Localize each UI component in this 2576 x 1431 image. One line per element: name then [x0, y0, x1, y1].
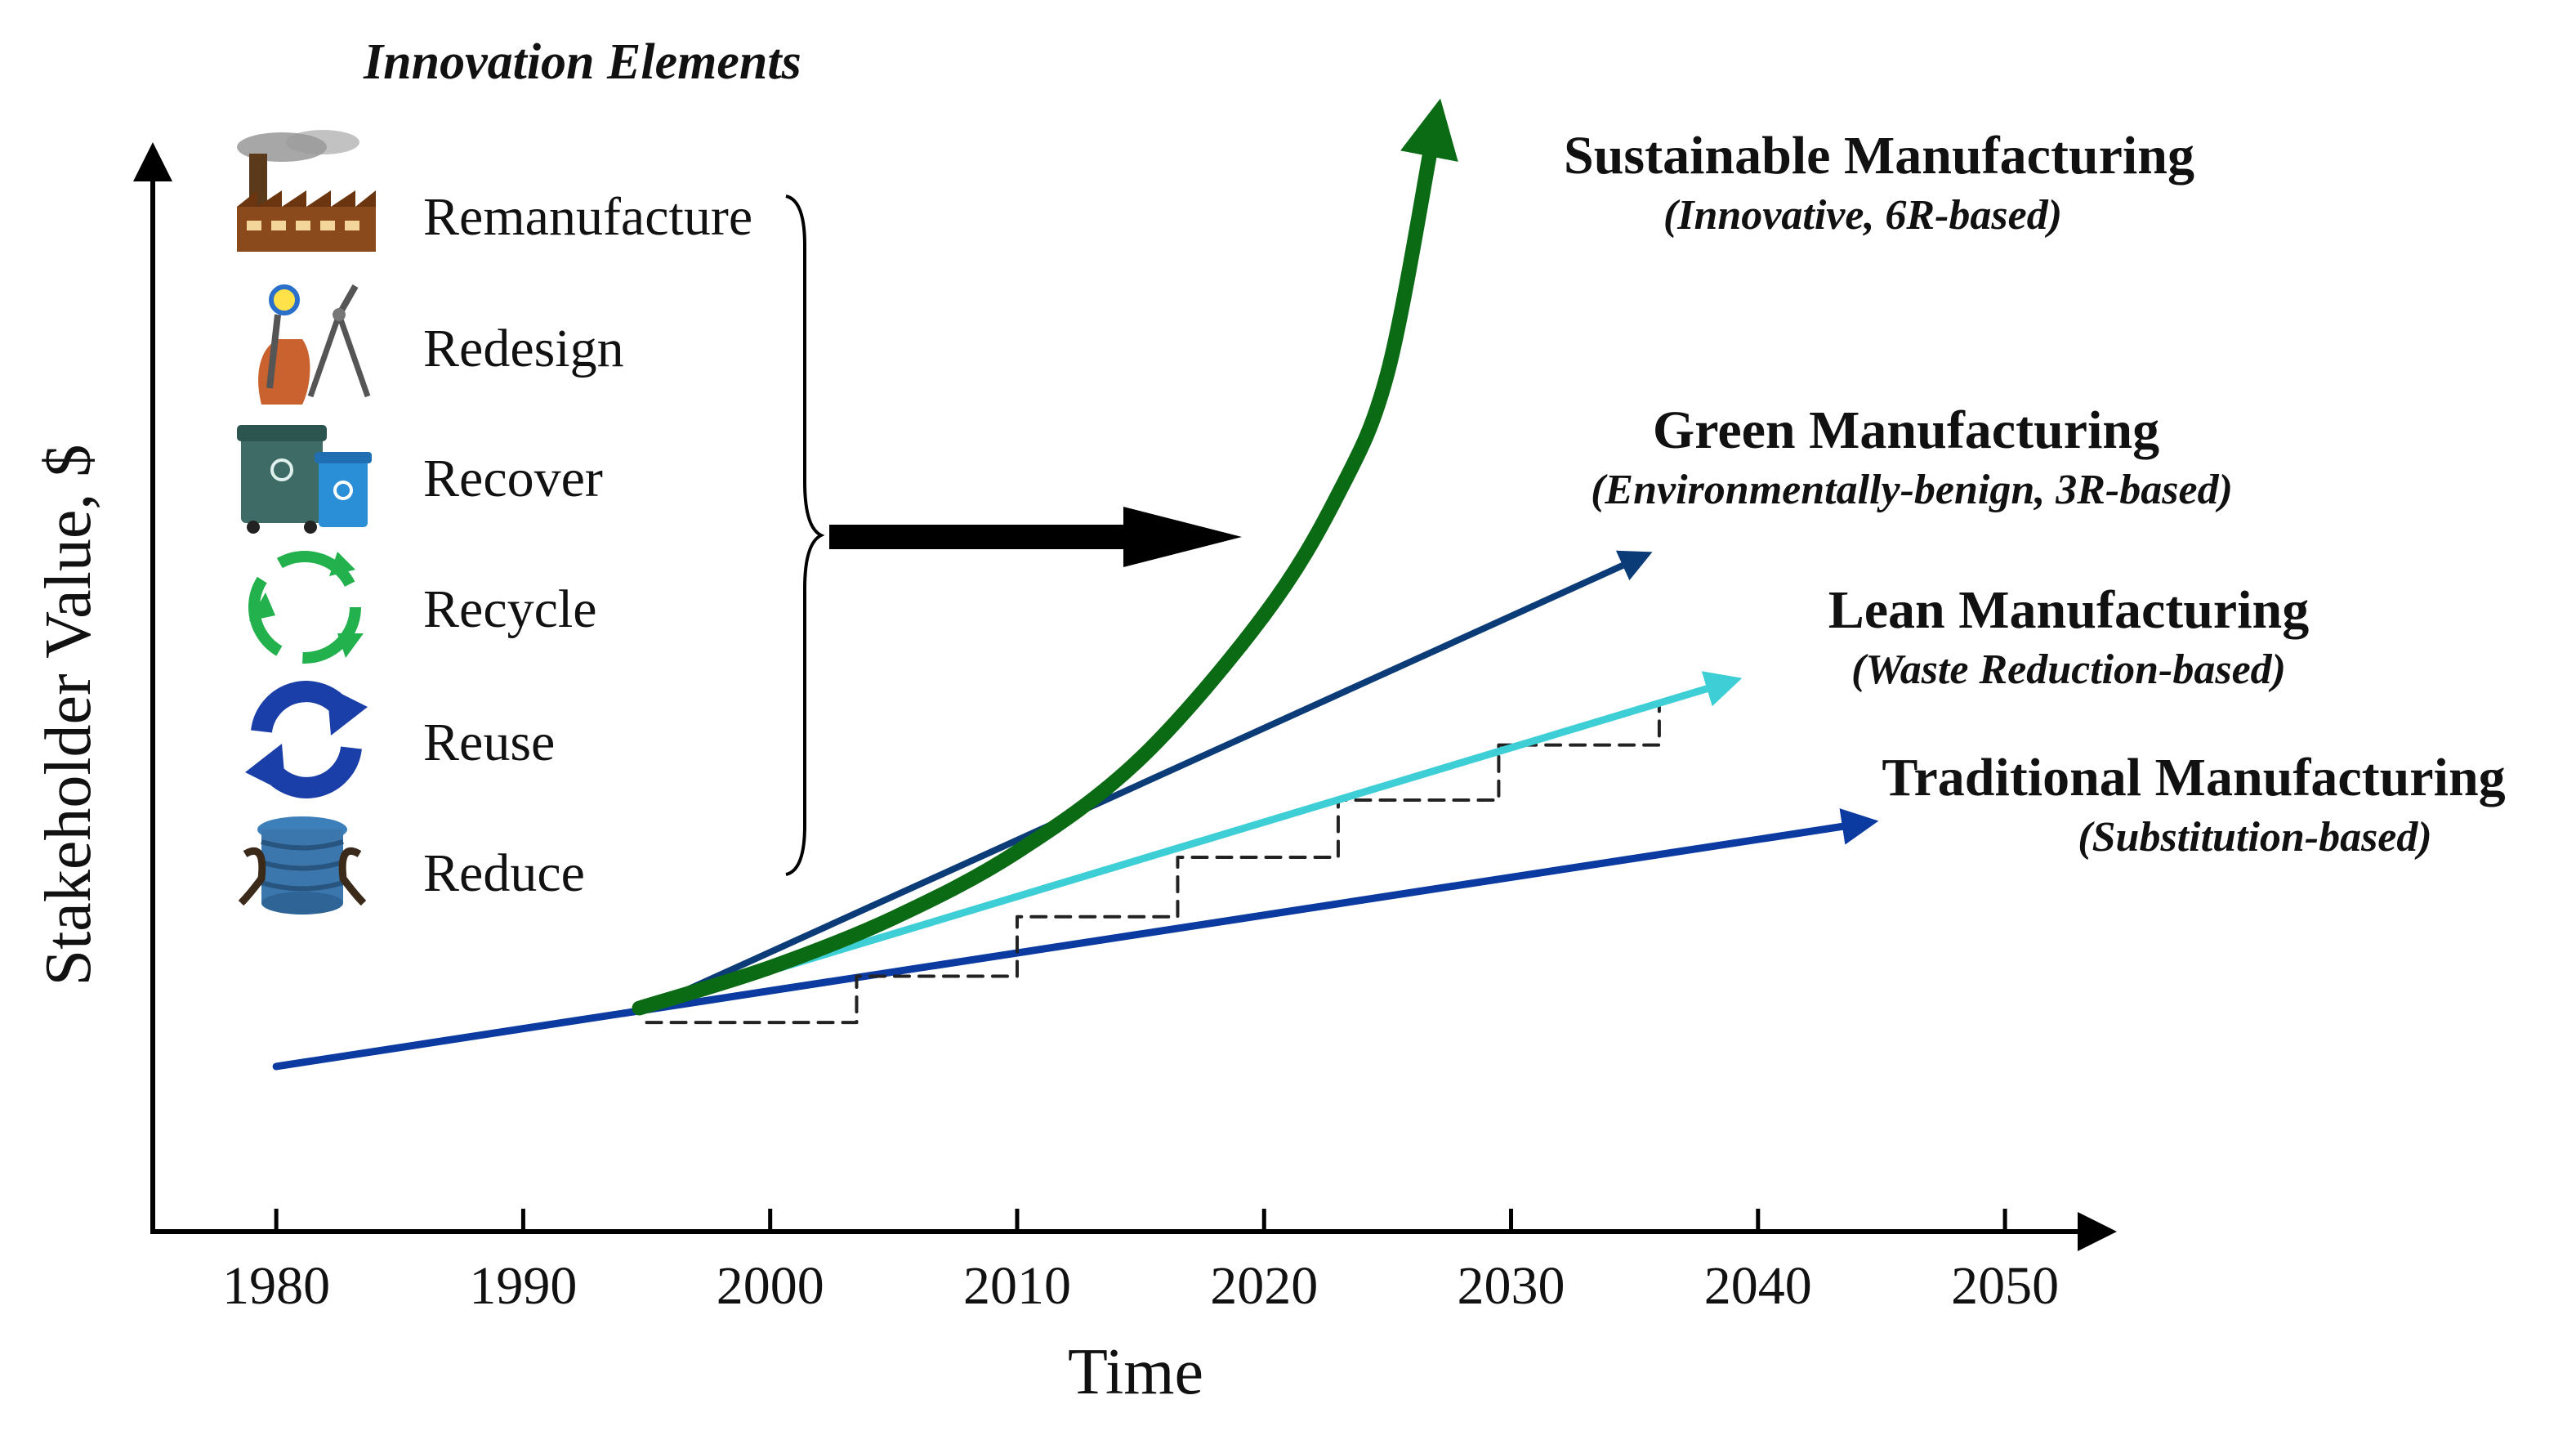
factory-icon — [237, 130, 376, 252]
x-tick-label-2020: 2020 — [1210, 1256, 1318, 1316]
x-tick-label-1980: 1980 — [222, 1256, 330, 1316]
compressed-drum-icon — [238, 816, 367, 914]
innovation-elements-title: Innovation Elements — [363, 34, 801, 90]
series-name-green: Green Manufacturing — [1653, 400, 2159, 460]
series-line-lean-steps — [645, 701, 1661, 1025]
x-tick-label-2010: 2010 — [963, 1256, 1071, 1316]
series-subtitle-lean: (Waste Reduction-based) — [1851, 646, 2286, 693]
series-line-sustainable — [632, 98, 1458, 1016]
series-subtitle-green: (Environmentally-benign, 3R-based) — [1591, 467, 2233, 513]
series-name-sustainable: Sustainable Manufacturing — [1564, 126, 2194, 186]
reuse-arrows-icon — [245, 681, 368, 798]
element-label-recycle: Recycle — [423, 579, 597, 639]
element-label-remanufacture: Remanufacture — [423, 187, 752, 247]
recycle-arrows-icon — [248, 551, 364, 664]
x-tick-label-1990: 1990 — [469, 1256, 577, 1316]
x-tick-label-2050: 2050 — [1951, 1256, 2059, 1316]
series-subtitle-traditional: (Substitution-based) — [2078, 814, 2431, 861]
elements-to-sustainable-arrow — [829, 507, 1242, 567]
element-label-recover: Recover — [423, 449, 603, 508]
x-tick-label-2040: 2040 — [1704, 1256, 1812, 1316]
recovery-bins-icon — [237, 425, 372, 534]
series-subtitle-sustainable: (Innovative, 6R-based) — [1663, 192, 2062, 239]
series-name-lean: Lean Manufacturing — [1828, 580, 2310, 640]
series-line-green — [643, 550, 1653, 1012]
x-tick-label-2000: 2000 — [717, 1256, 824, 1316]
x-axis-title: Time — [1068, 1336, 1203, 1408]
element-label-reduce: Reduce — [423, 843, 585, 903]
element-label-redesign: Redesign — [423, 319, 624, 378]
element-label-reuse: Reuse — [423, 713, 555, 772]
y-axis-title: Stakeholder Value, $ — [33, 445, 105, 986]
elements-brace — [785, 195, 825, 876]
x-tick-label-2030: 2030 — [1458, 1256, 1565, 1316]
series-name-traditional: Traditional Manufacturing — [1882, 748, 2505, 807]
series-line-traditional — [272, 808, 1879, 1071]
drafting-tools-icon — [258, 284, 371, 405]
